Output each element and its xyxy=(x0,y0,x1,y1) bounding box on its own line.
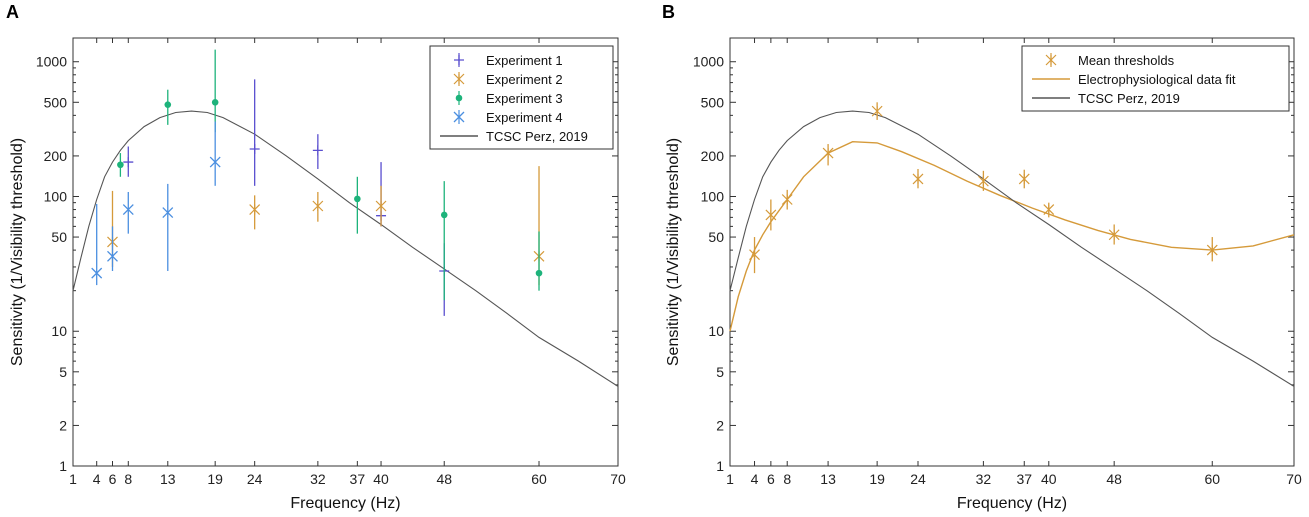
x-tick-label: 37 xyxy=(1016,471,1032,487)
mean-thresholds-point xyxy=(1018,173,1030,185)
experiment-4-point xyxy=(162,207,174,219)
x-tick-label: 19 xyxy=(207,471,223,487)
y-tick-label: 200 xyxy=(44,148,68,164)
experiment-4-point xyxy=(107,250,118,262)
legend-label-electrophysiological-data-fit: Electrophysiological data fit xyxy=(1078,72,1236,87)
x-tick-label: 32 xyxy=(310,471,326,487)
y-tick-label: 500 xyxy=(701,94,725,110)
mean-thresholds-point xyxy=(822,147,834,159)
x-tick-label: 60 xyxy=(531,471,547,487)
x-tick-label: 4 xyxy=(751,471,759,487)
legend-swatch-mean-thresholds xyxy=(1045,54,1057,66)
legend-label-tcsc-perz-2019: TCSC Perz, 2019 xyxy=(1078,91,1180,106)
mean-thresholds-point xyxy=(781,194,793,205)
experiment-3-point xyxy=(117,161,124,169)
mean-thresholds-point xyxy=(977,175,989,187)
legend-label-mean-thresholds: Mean thresholds xyxy=(1078,53,1175,68)
mean-thresholds-point xyxy=(1206,244,1218,256)
legend-label-experiment-2: Experiment 2 xyxy=(486,72,563,87)
experiment-4-point xyxy=(122,204,134,216)
panel-label-a: A xyxy=(6,2,19,22)
legend-swatch-experiment-1 xyxy=(454,55,464,65)
x-tick-label: 70 xyxy=(1286,471,1302,487)
y-tick-label: 2 xyxy=(59,417,67,433)
y-tick-label: 1000 xyxy=(693,54,724,70)
legend-label-experiment-4: Experiment 4 xyxy=(486,110,563,125)
legend-swatch-experiment-3 xyxy=(455,94,463,102)
experiment-2-point xyxy=(312,200,324,212)
legend-label-tcsc-perz-2019: TCSC Perz, 2019 xyxy=(486,129,588,144)
x-tick-label: 60 xyxy=(1204,471,1220,487)
experiment-4-point xyxy=(209,156,221,168)
x-tick-label: 6 xyxy=(109,471,117,487)
y-tick-label: 10 xyxy=(708,323,724,339)
x-tick-label: 19 xyxy=(869,471,885,487)
experiment-3-point xyxy=(164,101,172,108)
legend-label-experiment-1: Experiment 1 xyxy=(486,53,563,68)
x-axis-label: Frequency (Hz) xyxy=(290,495,400,512)
experiment-4-point xyxy=(91,267,103,279)
x-tick-label: 40 xyxy=(1041,471,1057,487)
y-axis-label: Sensitivity (1/Visibility threshold) xyxy=(665,138,682,366)
legend-label-experiment-3: Experiment 3 xyxy=(486,91,563,106)
y-axis-label: Sensitivity (1/Visibility threshold) xyxy=(9,138,26,366)
experiment-3-point xyxy=(354,195,361,203)
y-tick-label: 500 xyxy=(44,94,68,110)
fit-curve-line xyxy=(729,140,1295,332)
plot-frame xyxy=(729,37,1295,467)
x-tick-label: 13 xyxy=(160,471,176,487)
experiment-2-point xyxy=(375,200,387,212)
legend-swatch-experiment-4 xyxy=(453,111,465,123)
tcsc-curve-line xyxy=(729,110,1295,387)
y-tick-label: 1000 xyxy=(36,54,67,70)
mean-thresholds-point xyxy=(749,249,760,261)
experiment-3-point xyxy=(211,98,219,106)
experiment-1-point xyxy=(123,157,134,168)
y-tick-label: 2 xyxy=(716,417,724,433)
mean-thresholds-point xyxy=(765,209,777,221)
y-tick-label: 100 xyxy=(44,188,68,204)
x-axis-label: Frequency (Hz) xyxy=(957,495,1067,512)
x-tick-label: 8 xyxy=(783,471,791,487)
x-tick-label: 48 xyxy=(436,471,452,487)
x-tick-label: 32 xyxy=(976,471,992,487)
y-tick-label: 50 xyxy=(51,229,67,245)
x-tick-label: 6 xyxy=(767,471,775,487)
x-tick-label: 40 xyxy=(373,471,389,487)
x-tick-label: 24 xyxy=(247,471,263,487)
y-tick-label: 200 xyxy=(701,148,725,164)
x-tick-label: 48 xyxy=(1106,471,1122,487)
experiment-1-point xyxy=(312,145,323,156)
mean-thresholds-point xyxy=(1108,229,1120,241)
plot-frame xyxy=(72,37,619,467)
y-tick-label: 50 xyxy=(708,229,724,245)
y-tick-label: 100 xyxy=(701,188,725,204)
panel-label-b: B xyxy=(662,2,675,22)
mean-thresholds-point xyxy=(1043,204,1055,215)
x-tick-label: 4 xyxy=(93,471,101,487)
experiment-3-point xyxy=(535,269,543,277)
panel-a: A 1 4 6 8 13 19 24 32 37 40 48 60 701251050100200500… xyxy=(6,2,626,512)
x-tick-label: 13 xyxy=(820,471,836,487)
mean-thresholds-point xyxy=(912,173,924,185)
experiment-1-point xyxy=(249,144,260,155)
y-tick-label: 5 xyxy=(59,364,67,380)
y-tick-label: 1 xyxy=(59,458,67,474)
experiment-2-point xyxy=(249,204,261,215)
x-tick-label: 1 xyxy=(726,471,734,487)
y-tick-label: 10 xyxy=(51,323,67,339)
x-tick-label: 24 xyxy=(910,471,926,487)
x-tick-label: 8 xyxy=(124,471,132,487)
y-tick-label: 5 xyxy=(716,364,724,380)
tcsc-curve-line xyxy=(72,110,619,387)
panel-b: B 1 4 6 8 13 19 24 32 37 40 48 60 70 1 2 5 10 50 100 200 500… xyxy=(662,2,1302,512)
legend-swatch-experiment-2 xyxy=(453,73,465,85)
x-tick-label: 37 xyxy=(350,471,366,487)
x-tick-label: 1 xyxy=(69,471,77,487)
mean-thresholds-point xyxy=(871,105,883,117)
y-tick-label: 1 xyxy=(716,458,724,474)
experiment-3-point xyxy=(440,211,448,219)
x-tick-label: 70 xyxy=(610,471,626,487)
